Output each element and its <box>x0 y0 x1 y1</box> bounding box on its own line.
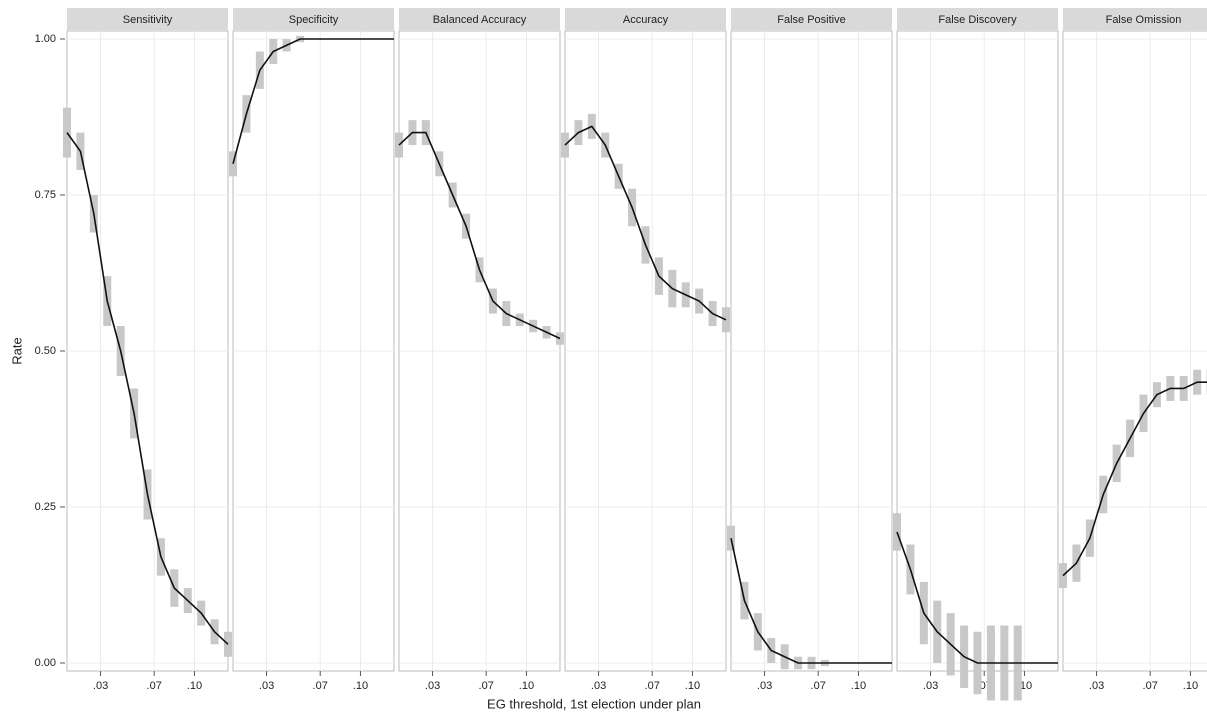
y-tick-label: 0.75 <box>35 189 56 201</box>
x-tick-label: .03 <box>259 680 274 692</box>
strip <box>897 8 1058 30</box>
line <box>730 538 892 664</box>
x-tick-label: .07 <box>147 680 162 692</box>
line <box>1062 381 1207 577</box>
x-tick-label: .07 <box>645 680 660 692</box>
panel-title: False Omission <box>1106 14 1182 26</box>
x-tick-label: .07 <box>479 680 494 692</box>
line <box>564 125 727 321</box>
x-tick-label: .07 <box>313 680 328 692</box>
panel-title: Sensitivity <box>123 14 173 26</box>
x-axis-label: EG threshold, 1st election under plan <box>487 696 701 711</box>
panel-title: Balanced Accuracy <box>433 14 527 26</box>
x-tick-label: .10 <box>353 680 368 692</box>
line <box>398 131 561 340</box>
y-axis-label: Rate <box>9 337 24 364</box>
panel-title: False Positive <box>777 14 845 26</box>
strip <box>731 8 892 30</box>
strip <box>67 8 228 30</box>
strip <box>1063 8 1207 30</box>
x-tick-label: .03 <box>93 680 108 692</box>
x-tick-label: .03 <box>923 680 938 692</box>
x-tick-label: .03 <box>591 680 606 692</box>
strip <box>565 8 726 30</box>
x-tick-label: .03 <box>757 680 772 692</box>
y-tick-label: 0.50 <box>35 345 56 357</box>
x-tick-label: .10 <box>851 680 866 692</box>
line <box>66 132 229 645</box>
x-tick-label: .10 <box>685 680 700 692</box>
strip <box>233 8 394 30</box>
x-tick-label: .07 <box>811 680 826 692</box>
panel-title: Specificity <box>289 14 339 26</box>
x-tick-label: .10 <box>187 680 202 692</box>
x-tick-label: .03 <box>1089 680 1104 692</box>
panel-title: False Discovery <box>938 14 1017 26</box>
x-tick-label: .10 <box>1183 680 1198 692</box>
y-tick-label: 1.00 <box>35 33 56 45</box>
x-tick-label: .10 <box>519 680 534 692</box>
y-tick-label: 0.00 <box>35 657 56 669</box>
line <box>232 38 394 165</box>
x-tick-label: .07 <box>1143 680 1158 692</box>
panel-title: Accuracy <box>623 14 669 26</box>
x-tick-label: .03 <box>425 680 440 692</box>
strip <box>399 8 560 30</box>
y-tick-label: 0.25 <box>35 501 56 513</box>
line <box>896 531 1058 664</box>
